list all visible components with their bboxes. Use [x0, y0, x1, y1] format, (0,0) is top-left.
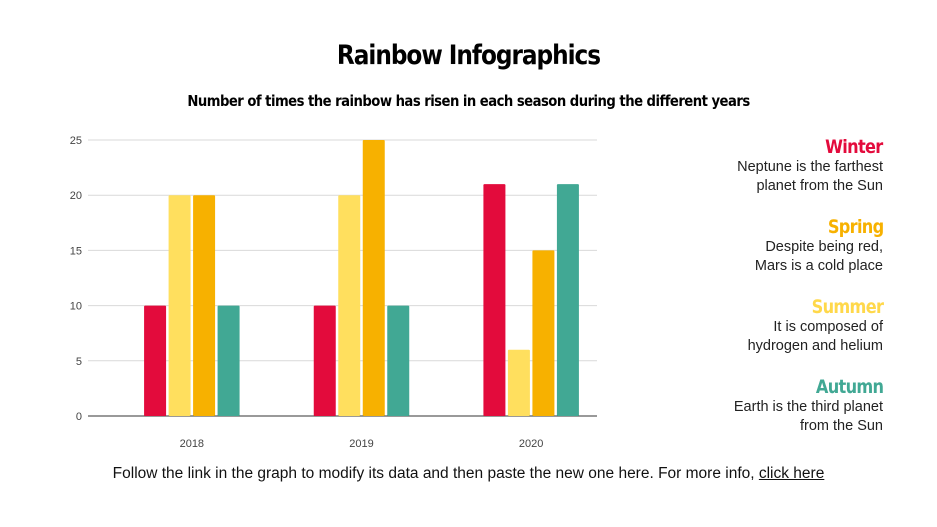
bar-summer-2019 [338, 195, 361, 416]
y-tick-label: 10 [70, 301, 82, 313]
x-tick-label: 2018 [180, 438, 204, 450]
legend-desc: Mars is a cold place [754, 258, 883, 274]
page-subtitle: Number of times the rainbow has risen in… [187, 92, 750, 110]
y-tick-label: 25 [70, 135, 82, 147]
bar-summer-2020 [507, 349, 530, 416]
y-tick-label: 0 [76, 411, 82, 423]
legend-title: Autumn [815, 376, 884, 398]
x-tick-label: 2019 [349, 438, 373, 450]
legend-desc: It is composed of [773, 319, 883, 335]
bar-autumn-2020 [556, 184, 579, 416]
footer-note: Follow the link in the graph to modify i… [0, 465, 937, 483]
legend-title: Spring [827, 216, 883, 238]
y-tick-label: 15 [70, 245, 82, 257]
page-title: Rainbow Infographics [336, 40, 601, 71]
legend-desc: planet from the Sun [756, 178, 883, 194]
bar-spring-2018 [193, 195, 216, 416]
bar-autumn-2018 [217, 305, 240, 416]
x-tick-label: 2020 [519, 438, 543, 450]
legend-item-autumn: Autumn Earth is the third planet from th… [733, 376, 884, 436]
bar-winter-2019 [313, 305, 336, 416]
bar-summer-2018 [168, 195, 191, 416]
legend-title: Summer [811, 296, 883, 318]
legend-item-summer: Summer It is composed of hydrogen and he… [747, 296, 884, 356]
legend-desc: Neptune is the farthest [737, 159, 883, 175]
bar-winter-2020 [483, 184, 506, 416]
footer-text: Follow the link in the graph to modify i… [112, 465, 759, 482]
more-info-link[interactable]: click here [758, 465, 825, 482]
y-tick-label: 5 [76, 356, 82, 368]
bar-spring-2019 [362, 140, 385, 416]
bar-winter-2018 [144, 305, 167, 416]
legend-item-winter: Winter Neptune is the farthest planet fr… [737, 136, 884, 196]
legend-desc: from the Sun [799, 418, 883, 434]
legend-item-spring: Spring Despite being red, Mars is a cold… [754, 216, 884, 276]
legend-desc: Earth is the third planet [733, 399, 883, 415]
legend-desc: Despite being red, [765, 239, 883, 255]
bar-autumn-2019 [387, 305, 410, 416]
legend-desc: hydrogen and helium [747, 338, 883, 354]
legend-title: Winter [825, 136, 884, 158]
y-tick-label: 20 [70, 190, 82, 202]
bar-spring-2020 [532, 250, 555, 416]
